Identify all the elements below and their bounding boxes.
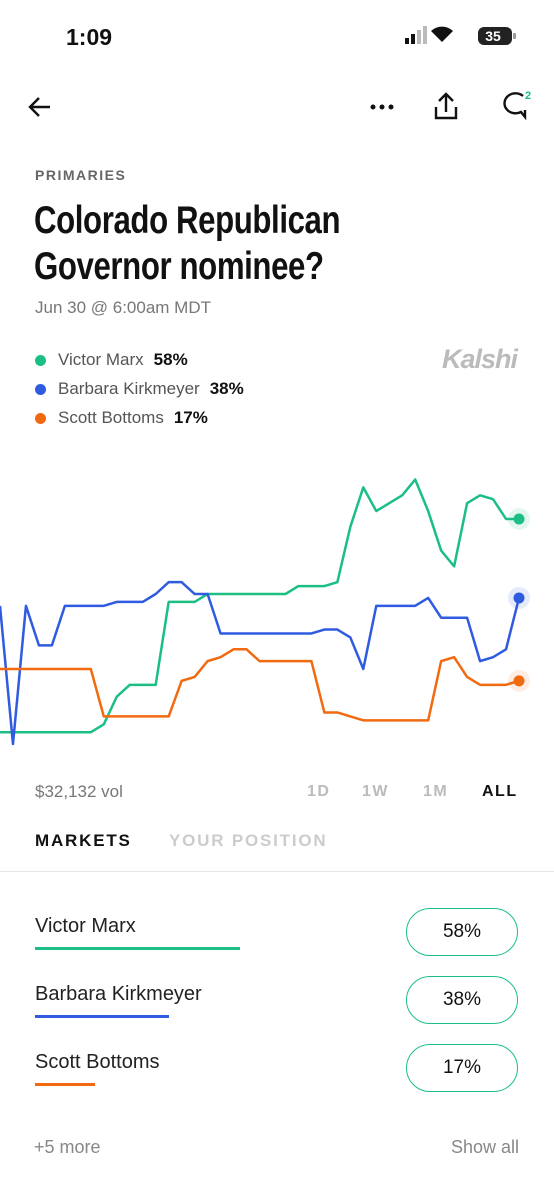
legend-name: Scott Bottoms [58,408,164,427]
range-button[interactable]: 1D [307,783,331,800]
market-bar [35,1015,170,1018]
range-button[interactable]: ALL [482,783,518,800]
legend-item: Scott Bottoms 17% [35,408,208,428]
market-name[interactable]: Barbara Kirkmeyer [35,983,202,1005]
chart [0,478,530,746]
brand: Kalshi [442,344,518,374]
legend-dot [35,383,46,395]
legend-name: Victor Marx [58,350,144,369]
market-name[interactable]: Scott Bottoms [35,1051,160,1073]
end-dot [513,592,525,604]
status-time: 1:09 [66,24,113,50]
more-link[interactable]: +5 more [34,1137,101,1157]
market-bar [35,1083,95,1086]
show-all[interactable]: Show all [450,1137,519,1157]
legend-value: 17% [173,408,208,427]
category: PRIMARIES [35,167,127,183]
tab[interactable]: YOUR POSITION [169,831,328,850]
market-name[interactable]: Victor Marx [35,915,136,937]
end-dot [513,513,525,525]
legend-value: 58% [153,350,188,369]
battery-level: 35 [485,28,501,44]
market-date: Jun 30 @ 6:00am MDT [35,298,211,317]
market-price[interactable]: 17% [406,1044,518,1092]
series-line [0,478,519,734]
series-line [0,648,520,722]
legend-item: Barbara Kirkmeyer 38% [35,379,244,399]
legend-item: Victor Marx 58% [35,350,188,370]
market-price[interactable]: 58% [406,908,518,956]
toolbar[interactable]: 2 [25,90,535,126]
tab[interactable]: MARKETS [35,831,132,850]
end-dot [513,675,525,687]
range-button[interactable]: 1M [423,783,449,800]
market-title: Colorado Republican Governor nominee? [34,199,341,288]
market-price[interactable]: 38% [406,976,518,1024]
divider [0,871,554,872]
series-line [0,580,521,746]
legend-value: 38% [209,379,244,398]
legend-name: Barbara Kirkmeyer [58,379,200,398]
legend-dot [35,412,46,424]
status-icons: 35 [405,26,516,45]
legend-dot [35,354,46,366]
volume: $32,132 vol [35,782,123,801]
range-button[interactable]: 1W [362,783,389,800]
comments-badge: 2 [525,90,531,102]
market-bar [35,947,240,950]
